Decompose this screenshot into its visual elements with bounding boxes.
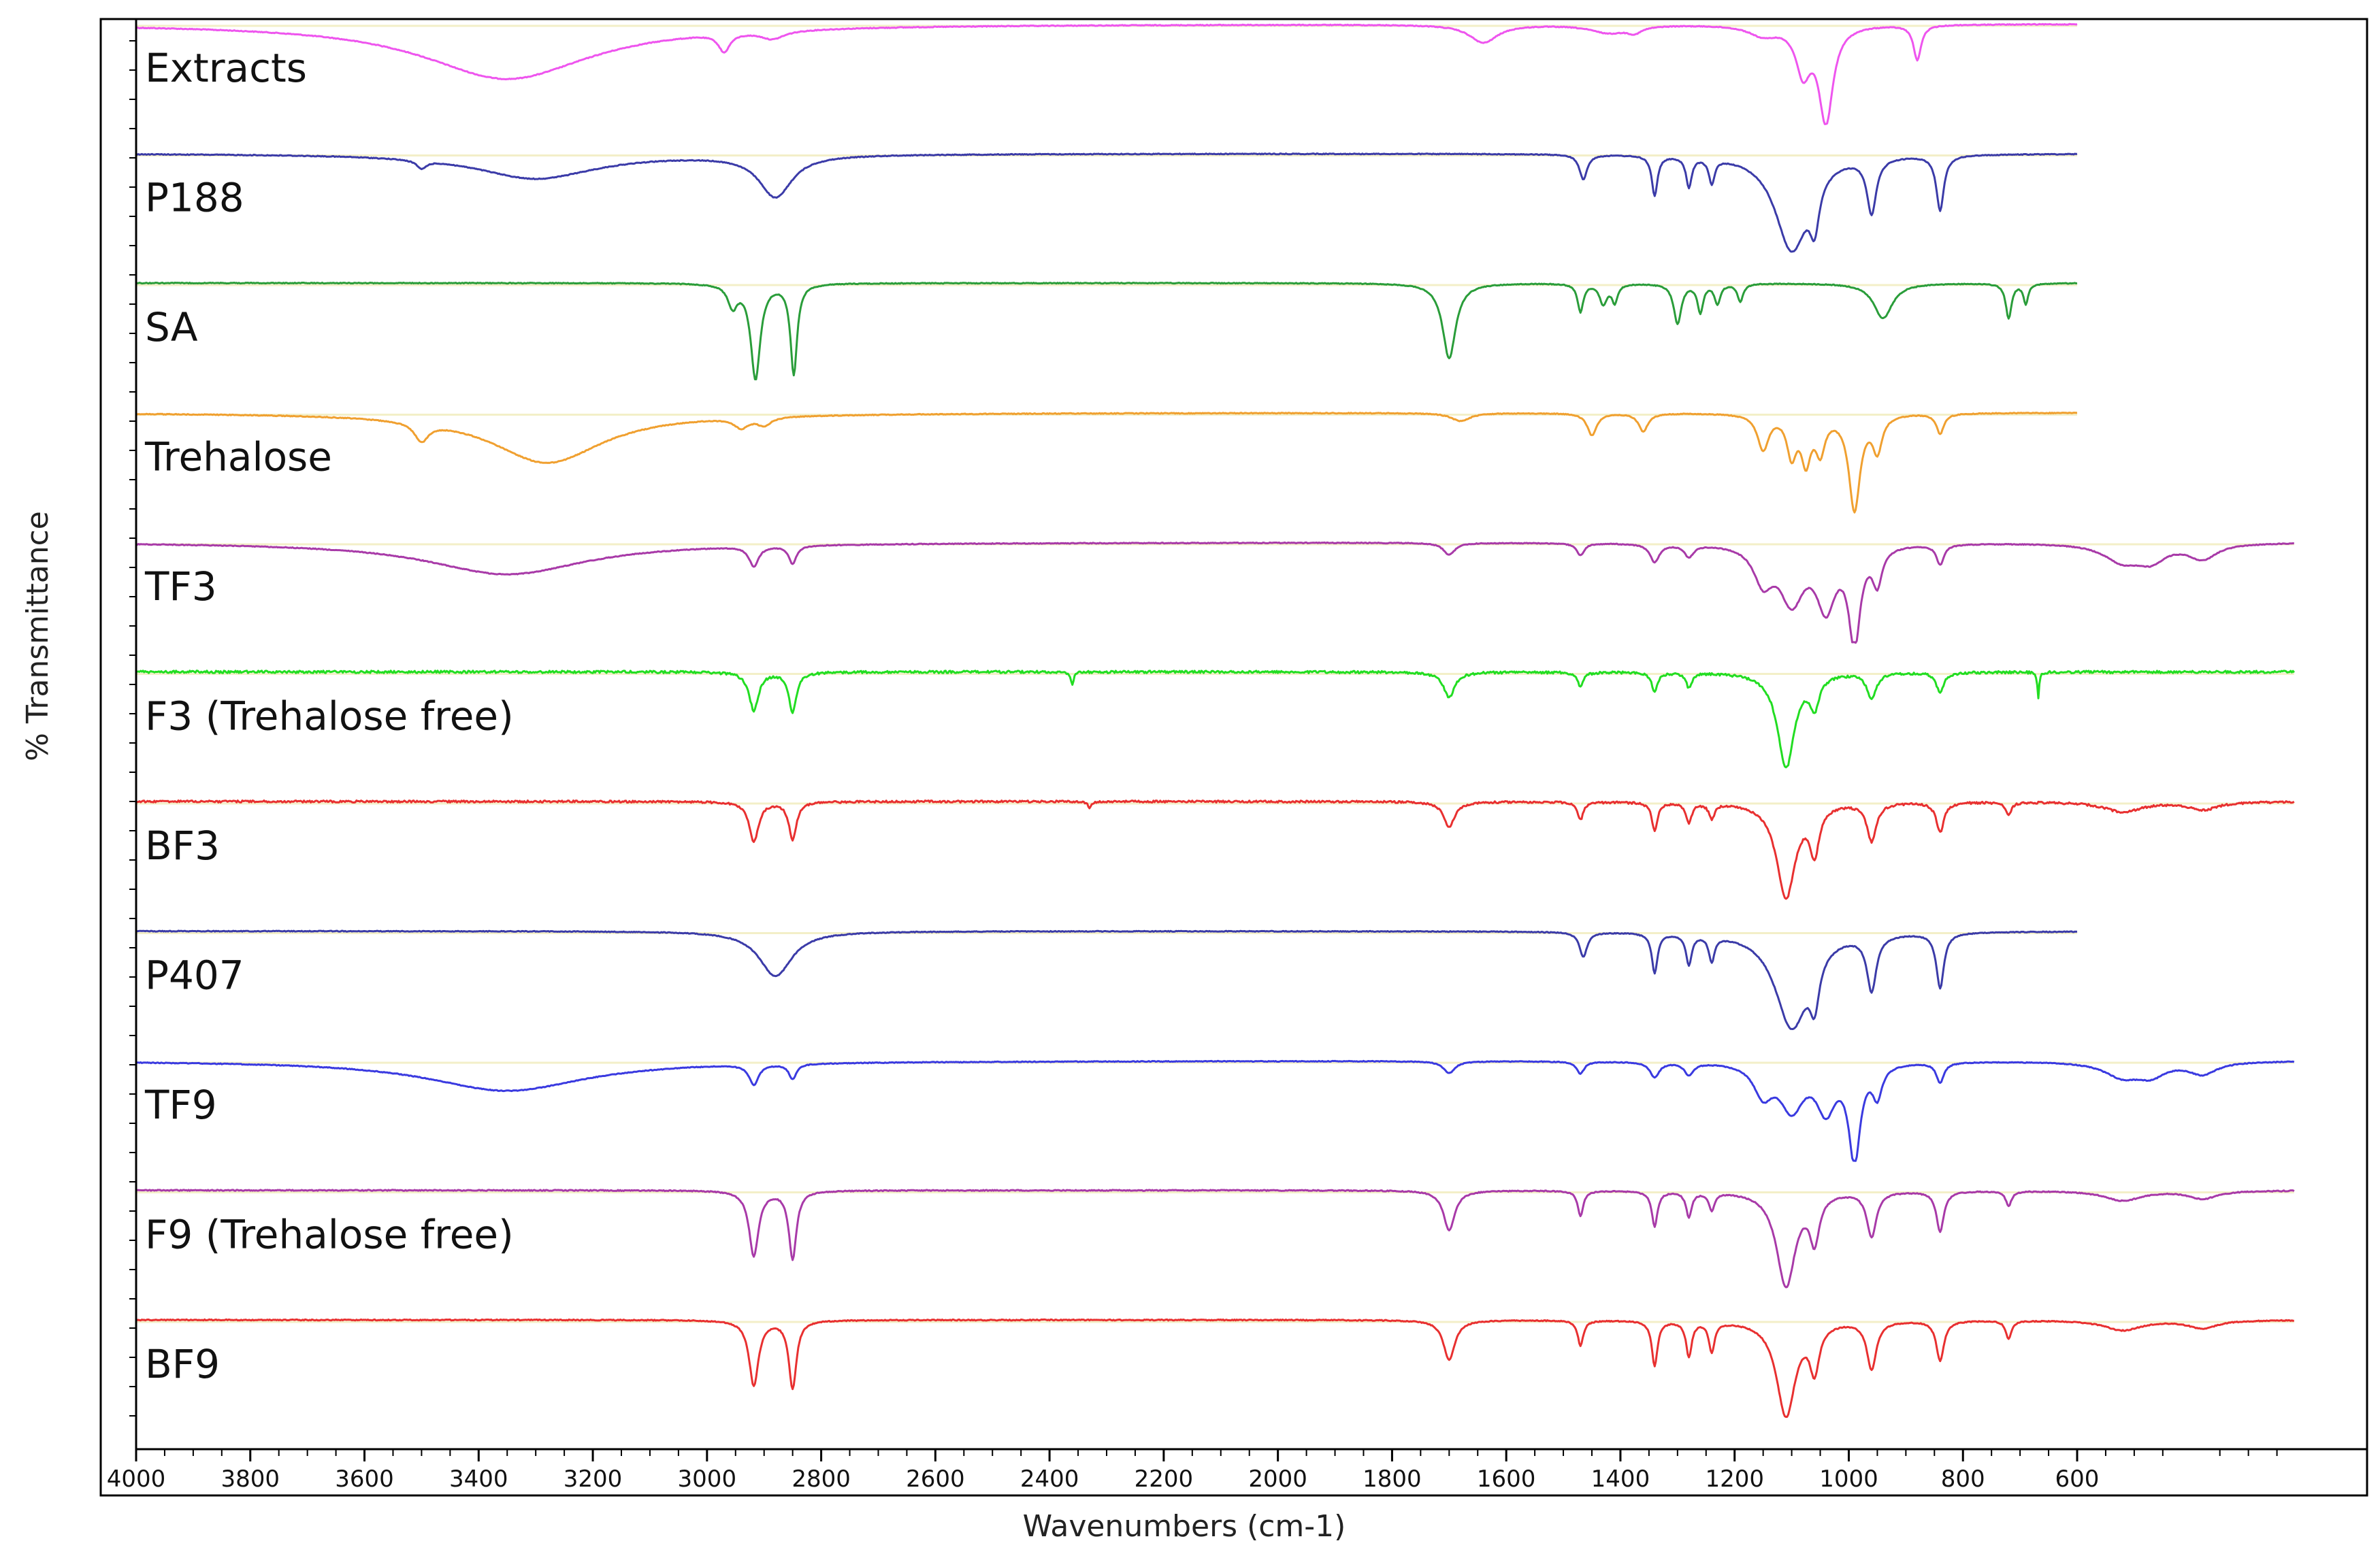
spectrum-line <box>135 1059 2295 1162</box>
series-label: TF9 <box>144 1082 217 1128</box>
y-axis-title: % Transmittance <box>20 511 55 761</box>
spectrum-line <box>135 1189 2295 1289</box>
x-tick-label: 3000 <box>678 1466 737 1493</box>
trace-baselines <box>136 24 2294 1323</box>
x-tick-label: 3400 <box>449 1466 508 1493</box>
x-tick-label: 2200 <box>1135 1466 1194 1493</box>
x-tick-label: 1000 <box>1819 1466 1878 1493</box>
x-tick-label: 3600 <box>335 1466 394 1493</box>
series-label: F3 (Trehalose free) <box>145 693 514 740</box>
x-tick-label: 1800 <box>1363 1466 1422 1493</box>
x-tick-label: 3200 <box>564 1466 623 1493</box>
series-label: P188 <box>145 175 244 221</box>
x-tick-label: 4000 <box>107 1466 166 1493</box>
spectra-traces <box>135 22 2295 1419</box>
spectrum-line <box>135 412 2078 514</box>
x-tick-label: 1200 <box>1705 1466 1764 1493</box>
series-label: BF3 <box>145 823 220 869</box>
x-tick-label: 2000 <box>1248 1466 1307 1493</box>
trace-labels: Extracts P188 SA Trehalose TF3 F3 (Trehalose … <box>144 45 514 1387</box>
x-tick-label: 1600 <box>1477 1466 1536 1493</box>
spectrum-line <box>136 669 2295 769</box>
spectrum-line <box>136 929 2078 1030</box>
x-axis-ticks: 4000 3800 3600 3400 3200 3000 2800 2600 2400 2200… <box>107 1449 2278 1493</box>
series-label: SA <box>145 304 198 350</box>
x-tick-label: 800 <box>1941 1466 1985 1493</box>
series-label: F9 (Trehalose free) <box>145 1212 514 1258</box>
x-tick-label: 2800 <box>792 1466 851 1493</box>
y-axis-ticks <box>129 40 136 1417</box>
series-label: Extracts <box>145 45 307 91</box>
series-label: P407 <box>145 953 244 999</box>
spectrum-line <box>135 152 2078 253</box>
spectrum-line <box>135 799 2295 900</box>
series-label: TF3 <box>144 563 217 610</box>
spectrum-line <box>135 1318 2294 1419</box>
series-label: BF9 <box>145 1341 220 1387</box>
x-tick-label: 1400 <box>1591 1466 1650 1493</box>
series-label: Trehalose <box>144 434 332 480</box>
x-tick-label: 600 <box>2055 1466 2100 1493</box>
spectrum-line <box>136 281 2078 380</box>
x-axis-title: Wavenumbers (cm-1) <box>1023 1509 1346 1544</box>
spectrum-line <box>135 541 2295 644</box>
x-tick-label: 2600 <box>906 1466 965 1493</box>
spectrum-line <box>135 22 2078 125</box>
x-tick-label: 3800 <box>221 1466 280 1493</box>
plot-frame <box>99 18 2368 1497</box>
x-tick-label: 2400 <box>1020 1466 1079 1493</box>
